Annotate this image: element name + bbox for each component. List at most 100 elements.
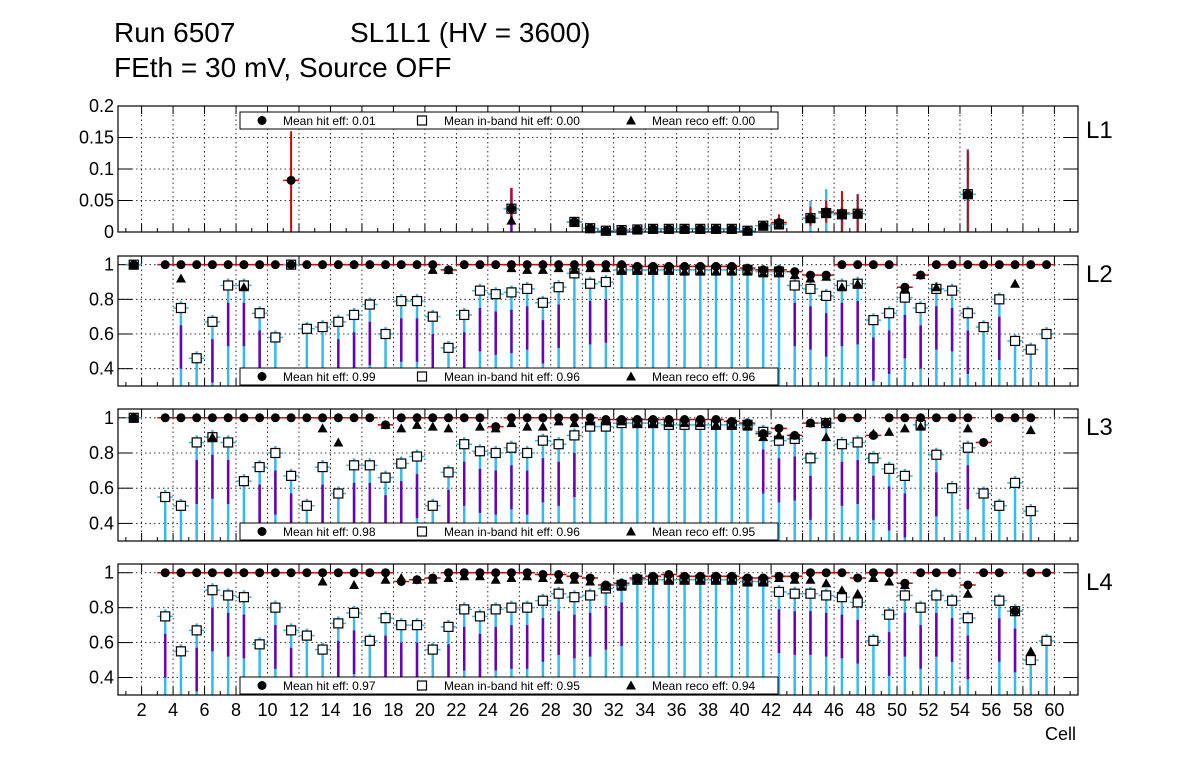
y-tick-label: 0.6 [89,478,114,498]
legend-reco-label: Mean reco eff: 0.94 [652,679,756,693]
hit-marker [255,413,265,423]
y-tick-label: 0.8 [89,443,114,463]
hit-marker [1026,260,1036,270]
inband-marker [254,639,265,650]
inband-marker [317,461,328,473]
hit-marker [459,260,469,270]
hit-marker [648,261,658,271]
reco-marker [537,264,548,274]
layer-label: L2 [1086,261,1113,288]
x-tick-label: 34 [635,700,655,720]
hit-marker [176,260,186,270]
hit-marker [695,224,705,234]
inband-marker [270,602,281,613]
hit-marker [664,569,674,579]
x-tick-label: 12 [289,700,309,720]
inband-marker [931,449,942,460]
y-tick-label: 1 [104,408,114,428]
inband-marker [506,442,517,453]
hit-marker [601,226,611,236]
hit-marker [318,413,328,423]
panel-L3: 0.4 0.6 0.8 1 L3 Mean hit eff: 0.98 Mean in-ba… [89,408,1113,542]
inband-marker [191,625,202,636]
hit-marker [994,413,1004,423]
reco-marker [1010,278,1021,288]
hit-marker [443,413,453,423]
hit-marker [680,224,690,234]
hit-marker [805,270,815,280]
hit-marker [868,568,878,578]
hit-marker [805,418,815,428]
legend: Mean hit eff: 0.97 Mean in-band hit eff: … [239,676,779,695]
hit-marker [711,571,721,581]
inband-marker [317,321,328,333]
layer-label: L3 [1086,414,1113,441]
hit-marker [790,430,800,440]
hit-marker [884,568,894,578]
hit-marker [176,568,186,578]
inband-marker [553,588,564,599]
hit-marker [868,430,878,440]
inband-marker [333,618,344,629]
hit-marker [601,260,611,270]
x-axis: 2 4 6 8 10 12 14 16 18 20 22 24 26 28 30 32 34 36 38 40 42 44… [137,700,1065,720]
inband-marker [396,620,407,631]
hit-marker [680,415,690,425]
hit-marker [381,420,391,430]
legend-reco-label: Mean reco eff: 0.96 [652,370,756,384]
inband-marker [490,604,501,615]
hit-marker [837,260,847,270]
hit-marker [790,267,800,277]
hit-marker [821,270,831,280]
hit-marker [884,413,894,423]
x-tick-label: 4 [168,700,178,720]
inband-marker [238,476,250,487]
x-tick-label: 46 [824,700,844,720]
title-conditions: FEth = 30 mV, Source OFF [114,52,451,83]
inband-marker [175,500,187,511]
reco-marker [899,423,910,433]
inband-marker [553,439,564,450]
inband-marker [333,316,344,327]
layer-label: L4 [1086,569,1113,596]
hit-marker [365,413,375,423]
legend-reco-marker [626,371,636,381]
inband-marker [474,611,486,622]
x-tick-label: 24 [478,700,498,720]
hit-marker [569,217,579,227]
hit-marker [774,571,784,581]
inband-marker [301,500,312,511]
inband-marker [915,302,926,314]
reco-marker [443,572,454,582]
hit-marker [239,413,249,423]
x-tick-label: 40 [730,700,750,720]
inband-marker [852,437,863,448]
x-tick-label: 36 [667,700,687,720]
x-tick-label: 18 [383,700,403,720]
y-tick-label: 0.4 [89,668,114,688]
inband-marker [191,437,202,448]
hit-marker [758,265,768,275]
hit-marker [931,413,941,423]
hit-marker [129,413,139,423]
legend: Mean hit eff: 0.01 Mean in-band hit eff: … [239,111,779,130]
y-tick-label: 0.8 [89,289,114,309]
reco-marker [836,585,847,595]
inband-marker [223,280,234,291]
x-tick-label: 32 [604,700,624,720]
hit-marker [286,175,296,185]
hit-marker [396,576,406,586]
inband-marker [585,278,596,289]
hit-marker [412,575,422,585]
hit-marker [680,571,690,581]
x-tick-label: 60 [1044,700,1064,720]
inband-marker [286,625,297,636]
hit-marker [1026,568,1036,578]
reco-marker [474,421,485,431]
inband-marker [789,588,800,599]
hit-marker [443,265,453,275]
reco-marker [412,419,423,429]
legend-inband-label: Mean in-band hit eff: 0.96 [444,370,580,384]
hit-marker [790,571,800,581]
